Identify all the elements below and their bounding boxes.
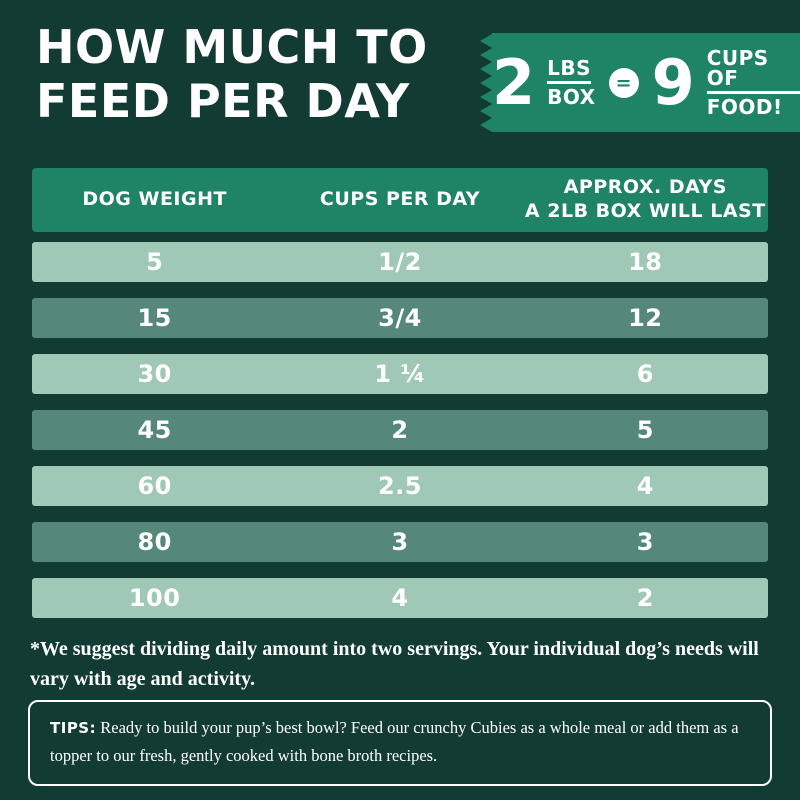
cell-dog-weight: 30 xyxy=(137,360,172,388)
table-row: 30 1 ¼ 6 xyxy=(32,354,768,394)
cups-unit: CUPS OF FOOD! xyxy=(706,48,800,119)
tips-box: TIPS: Ready to build your pup’s best bow… xyxy=(28,700,772,787)
cell-dog-weight: 5 xyxy=(146,248,164,276)
table-row: 5 1/2 18 xyxy=(32,242,768,282)
table-row: 45 2 5 xyxy=(32,410,768,450)
cell-days-box-lasts: 2 xyxy=(636,584,654,612)
cell-cups-per-day: 1 ¼ xyxy=(374,360,426,388)
equals-icon: = xyxy=(608,67,639,98)
cell-dog-weight: 80 xyxy=(137,528,172,556)
cell-days-box-lasts: 6 xyxy=(636,360,654,388)
column-header-days-line2: A 2LB BOX WILL LAST xyxy=(524,200,766,222)
column-header-days-line1: APPROX. DAYS xyxy=(563,176,727,199)
column-header-cups-per-day: CUPS PER DAY xyxy=(319,188,481,211)
cups-amount: 9 xyxy=(651,45,695,119)
cell-dog-weight: 100 xyxy=(128,584,181,612)
cell-cups-per-day: 1/2 xyxy=(378,248,422,276)
cell-days-box-lasts: 3 xyxy=(636,528,654,556)
cell-dog-weight: 60 xyxy=(137,472,172,500)
box-unit: LBS BOX xyxy=(547,58,595,107)
box-amount: 2 xyxy=(492,45,535,119)
column-header-dog-weight: DOG WEIGHT xyxy=(82,188,227,211)
tips-text: Ready to build your pup’s best bowl? Fee… xyxy=(50,718,739,766)
page-title-line2: FEED PER DAY xyxy=(36,74,410,129)
table-row: 100 4 2 xyxy=(32,578,768,618)
cups-unit-top: CUPS OF xyxy=(706,48,800,94)
cell-dog-weight: 45 xyxy=(137,416,172,444)
conversion-ticket-badge: 2 LBS BOX = 9 CUPS OF FOOD! xyxy=(480,33,800,132)
feeding-table: DOG WEIGHT CUPS PER DAY APPROX. DAYS A 2… xyxy=(32,168,768,634)
serving-footnote: *We suggest dividing daily amount into t… xyxy=(30,638,759,690)
cell-days-box-lasts: 5 xyxy=(636,416,654,444)
page-title-line1: HOW MUCH TO xyxy=(36,20,428,74)
cups-unit-bottom: FOOD! xyxy=(706,95,783,119)
table-header-row: DOG WEIGHT CUPS PER DAY APPROX. DAYS A 2… xyxy=(32,168,768,232)
cell-cups-per-day: 2.5 xyxy=(377,472,422,500)
cell-days-box-lasts: 4 xyxy=(636,472,654,500)
table-row: 80 3 3 xyxy=(32,522,768,562)
cell-days-box-lasts: 18 xyxy=(628,248,663,276)
cell-cups-per-day: 4 xyxy=(391,584,409,612)
cell-cups-per-day: 3/4 xyxy=(378,304,422,332)
table-row: 15 3/4 12 xyxy=(32,298,768,338)
cell-cups-per-day: 3 xyxy=(391,528,409,556)
page-title: HOW MUCH TO FEED PER DAY xyxy=(36,20,428,129)
box-unit-top: LBS xyxy=(547,58,592,84)
cell-days-box-lasts: 12 xyxy=(628,304,663,332)
column-header-days-box-lasts: APPROX. DAYS A 2LB BOX WILL LAST xyxy=(523,176,768,224)
cell-dog-weight: 15 xyxy=(137,304,172,332)
table-row: 60 2.5 4 xyxy=(32,466,768,506)
cell-cups-per-day: 2 xyxy=(391,416,409,444)
tips-label: TIPS: xyxy=(50,719,97,737)
box-unit-bottom: BOX xyxy=(547,85,596,109)
